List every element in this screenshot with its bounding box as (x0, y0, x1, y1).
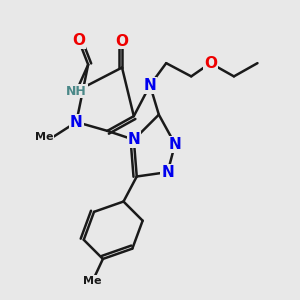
Text: N: N (169, 136, 182, 152)
Text: O: O (72, 33, 85, 48)
Text: N: N (128, 132, 140, 147)
Text: Me: Me (35, 132, 53, 142)
Text: O: O (204, 56, 217, 70)
Text: O: O (116, 34, 128, 49)
Text: N: N (70, 115, 83, 130)
Text: N: N (161, 165, 174, 180)
Text: Me: Me (83, 276, 102, 286)
Text: NH: NH (66, 85, 87, 98)
Text: N: N (144, 78, 156, 93)
